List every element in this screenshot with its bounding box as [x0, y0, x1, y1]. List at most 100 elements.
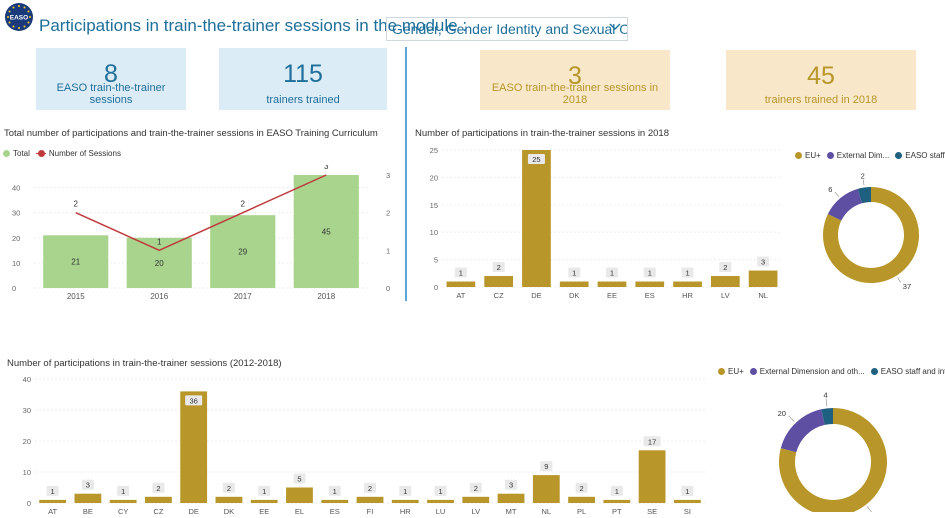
data-label-box [681, 267, 694, 278]
legend-item-external[interactable]: External Dim... [826, 151, 889, 160]
legend-item-staff-all[interactable]: EASO staff and inte... [870, 367, 945, 376]
kpi-sessions-label: EASO train-the-trainer sessions [56, 82, 166, 106]
data-label: 3 [761, 258, 765, 267]
line-value-label: 1 [157, 237, 162, 246]
donut-value-label: 37 [903, 282, 911, 290]
donut-value-label: 20 [778, 409, 786, 418]
x-tick-label: DE [188, 507, 198, 516]
data-label: 1 [648, 269, 652, 278]
data-label-box [681, 485, 694, 496]
sessions-line [75, 174, 327, 252]
kpi-sessions-value: 8 [104, 60, 118, 88]
data-label: 1 [615, 487, 619, 496]
x-tick-label: CY [118, 507, 128, 516]
x-tick-label: EE [259, 507, 269, 516]
data-label-box [469, 482, 482, 493]
data-label-box [46, 485, 59, 496]
bar [126, 237, 192, 288]
bar [250, 499, 278, 503]
legend-item-eu[interactable]: EU+ [795, 151, 821, 160]
data-label-box [454, 267, 467, 278]
kpi-trained-value: 115 [283, 60, 323, 88]
legend-eu-label: EU+ [805, 151, 821, 160]
bar [497, 493, 525, 503]
bar-value-label: 20 [155, 259, 164, 268]
data-label-box [719, 262, 732, 273]
donut-leader-line [825, 398, 828, 407]
bar [710, 276, 740, 287]
y-tick-label: 10 [12, 259, 20, 268]
donut-leader-line [834, 191, 840, 197]
donut-leader-line [788, 415, 795, 422]
donutall-legend: EU+ External Dimension and oth... EASO s… [718, 367, 945, 376]
x-tick-label: DK [224, 507, 234, 516]
legend-item-staff[interactable]: EASO staff a... [895, 151, 945, 160]
y-tick-label: 0 [27, 499, 31, 508]
y2-tick-label: 3 [386, 171, 390, 180]
x-tick-label: 2015 [67, 292, 85, 301]
kpi-sessions-2018-value: 3 [568, 62, 582, 90]
x-tick-label: PT [612, 507, 622, 516]
data-label-box [152, 482, 165, 493]
donut2018-chart: 37 6 2 [823, 172, 919, 290]
x-tick-label: AT [456, 291, 465, 300]
legend-eu-all-label: EU+ [728, 367, 744, 376]
y-tick-label: 25 [430, 146, 438, 155]
y-tick-label: 15 [430, 201, 438, 210]
y-tick-label: 20 [23, 437, 31, 446]
data-label: 1 [572, 269, 576, 278]
data-label-box [527, 154, 545, 164]
kpi-trained-2018-label: trainers trained in 2018 [764, 94, 878, 106]
x-tick-label: SI [684, 507, 691, 516]
data-label-box [505, 479, 518, 490]
x-tick-label: FI [367, 507, 374, 516]
x-tick-label: NL [542, 507, 552, 516]
x-tick-label: PL [577, 507, 586, 516]
legend-staff-label: EASO staff a... [905, 151, 945, 160]
y-tick-label: 30 [23, 406, 31, 415]
line-value-label: 3 [324, 165, 329, 171]
data-label: 2 [497, 263, 501, 272]
bar [286, 487, 313, 503]
legend-external-all-label: External Dimension and oth... [759, 367, 865, 376]
data-label: 3 [86, 481, 90, 490]
data-label-box [328, 485, 341, 496]
legend-item-external-all[interactable]: External Dimension and oth... [749, 367, 865, 376]
legend-item-sessions[interactable]: Number of Sessions [35, 149, 121, 158]
kpi-sessions-card: 8 EASO train-the-trainer sessions [36, 48, 186, 110]
bar [74, 493, 102, 503]
x-tick-label: EE [607, 291, 617, 300]
legend-sessions-label: Number of Sessions [48, 149, 121, 158]
bar [559, 281, 589, 287]
data-label-box [568, 267, 581, 278]
data-label: 25 [532, 155, 540, 164]
data-label-box [293, 473, 306, 484]
bar [180, 391, 208, 503]
data-label-box [364, 482, 376, 493]
x-tick-label: SE [647, 507, 657, 516]
data-label: 3 [509, 481, 513, 490]
bar-value-label: 29 [238, 248, 247, 257]
legend-item-total[interactable]: Total [3, 149, 30, 158]
legend-item-eu-all[interactable]: EU+ [718, 367, 744, 376]
data-label: 1 [610, 269, 614, 278]
module-dropdown[interactable]: Gender, Gender Identity and Sexual Ori..… [386, 17, 628, 41]
data-label-box [258, 485, 271, 496]
data-label-box [610, 485, 623, 496]
combo-chart-title: Total number of participations and train… [4, 128, 378, 139]
bar [109, 499, 137, 503]
data-label: 2 [156, 484, 160, 493]
data-label-box [757, 256, 770, 267]
data-label-box [643, 436, 661, 447]
kpi-trained-2018-card: 45 trainers trained in 2018 [726, 50, 916, 110]
y-tick-label: 20 [430, 173, 438, 182]
bar [391, 499, 419, 503]
x-tick-label: BE [83, 507, 93, 516]
x-tick-label: DK [569, 291, 579, 300]
data-label: 1 [262, 487, 266, 496]
data-label-box [540, 461, 553, 472]
data-label-box [606, 267, 618, 278]
bar [568, 496, 595, 503]
y-tick-label: 10 [23, 468, 31, 477]
kpi-sessions-2018-card: 3 EASO train-the-trainer sessions in 201… [480, 50, 670, 110]
